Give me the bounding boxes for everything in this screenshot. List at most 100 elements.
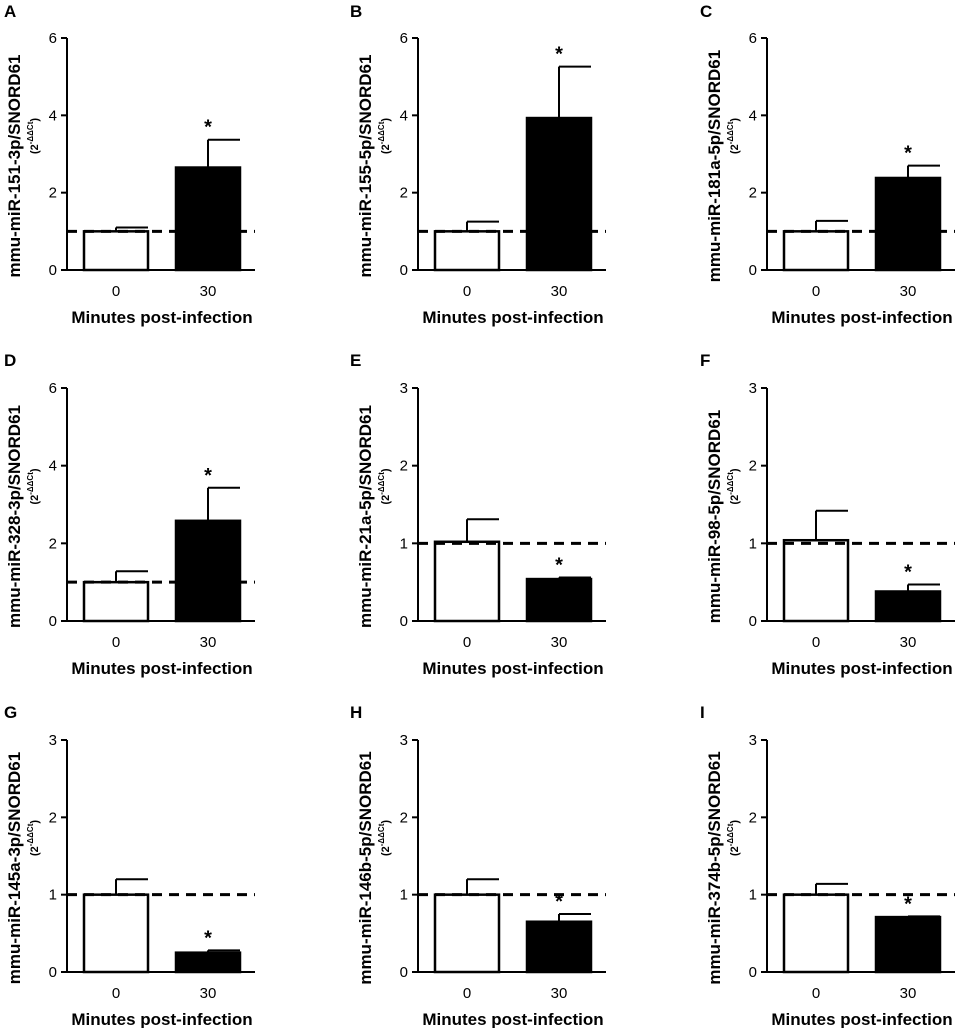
y-axis-label: mmu-miR-21a-5p/SNORD61 <box>356 405 375 628</box>
y-axis-unit-label: (2-ΔΔCt) <box>377 468 392 504</box>
y-axis-unit-label: (2-ΔΔCt) <box>377 820 392 856</box>
bar-0 <box>82 580 150 623</box>
y-axis-unit-label: (2-ΔΔCt) <box>377 118 392 154</box>
y-axis-unit-label: (2-ΔΔCt) <box>26 820 41 856</box>
y-tick-label: 0 <box>400 964 408 981</box>
significance-star: * <box>204 465 212 487</box>
y-tick-label: 0 <box>400 262 408 279</box>
bar-30 <box>874 590 942 623</box>
x-tick-label: 30 <box>200 283 217 300</box>
y-tick-label: 2 <box>49 535 57 552</box>
x-tick-label: 0 <box>112 634 120 651</box>
bar-30 <box>525 116 593 272</box>
panel-a: A 0 2 4 6 0 30 * Minutes post-infection mmu-miR-1… <box>4 2 255 327</box>
x-axis-label: Minutes post-infection <box>422 308 603 327</box>
x-tick-label: 0 <box>463 985 471 1002</box>
x-axis-label: Minutes post-infection <box>771 308 952 327</box>
y-axis-label: mmu-miR-151-3p/SNORD61 <box>5 55 24 278</box>
y-tick-label: 4 <box>49 458 57 475</box>
y-axis-unit-label: (2-ΔΔCt) <box>26 118 41 154</box>
x-tick-label: 30 <box>551 283 568 300</box>
x-axis-label: Minutes post-infection <box>422 659 603 678</box>
y-tick-label: 3 <box>749 380 757 397</box>
y-axis-unit-label: (2-ΔΔCt) <box>726 820 741 856</box>
bar-0 <box>782 538 850 623</box>
y-tick-label: 0 <box>749 262 757 279</box>
y-tick-label: 0 <box>749 613 757 630</box>
bar-0 <box>433 540 501 623</box>
y-tick-label: 0 <box>49 613 57 630</box>
y-axis-unit-label: (2-ΔΔCt) <box>26 468 41 504</box>
y-tick-label: 1 <box>49 887 57 904</box>
panel-letter: F <box>700 351 710 370</box>
bar-0 <box>82 893 150 974</box>
y-tick-label: 2 <box>400 185 408 202</box>
y-tick-label: 1 <box>749 535 757 552</box>
significance-star: * <box>555 555 563 577</box>
x-axis-label: Minutes post-infection <box>71 1010 252 1028</box>
bar-30 <box>525 577 593 623</box>
y-axis-label: mmu-miR-155-5p/SNORD61 <box>356 55 375 278</box>
panel-letter: D <box>4 351 16 370</box>
y-tick-label: 2 <box>749 185 757 202</box>
y-tick-label: 4 <box>49 107 57 124</box>
bar-30 <box>525 920 593 974</box>
y-tick-label: 0 <box>400 613 408 630</box>
bar-0 <box>433 893 501 974</box>
y-tick-label: 6 <box>49 30 57 47</box>
bar-0 <box>82 230 150 272</box>
panel-letter: B <box>350 2 362 21</box>
y-tick-label: 6 <box>400 30 408 47</box>
y-axis-label: mmu-miR-98-5p/SNORD61 <box>705 410 724 624</box>
x-tick-label: 0 <box>112 985 120 1002</box>
x-tick-label: 30 <box>900 634 917 651</box>
panel-letter: E <box>350 351 361 370</box>
x-axis-label: Minutes post-infection <box>771 659 952 678</box>
y-tick-label: 0 <box>49 964 57 981</box>
panel-letter: G <box>4 703 17 722</box>
x-tick-label: 0 <box>463 283 471 300</box>
bar-30 <box>174 166 242 272</box>
y-tick-label: 1 <box>749 887 757 904</box>
y-tick-label: 1 <box>400 535 408 552</box>
y-tick-label: 2 <box>749 458 757 475</box>
y-axis-label: mmu-miR-328-3p/SNORD61 <box>5 405 24 628</box>
x-tick-label: 30 <box>200 634 217 651</box>
y-axis-label: mmu-miR-145a-3p/SNORD61 <box>5 752 24 984</box>
y-tick-label: 3 <box>749 732 757 749</box>
x-tick-label: 30 <box>900 283 917 300</box>
panel-letter: A <box>4 2 16 21</box>
y-tick-label: 4 <box>749 107 757 124</box>
x-tick-label: 30 <box>200 985 217 1002</box>
bar-30 <box>174 519 242 623</box>
x-axis-label: Minutes post-infection <box>71 659 252 678</box>
bar-0 <box>433 230 501 272</box>
y-tick-label: 6 <box>749 30 757 47</box>
bar-0 <box>782 230 850 272</box>
y-axis-label: mmu-miR-181a-5p/SNORD61 <box>705 50 724 282</box>
x-tick-label: 0 <box>812 283 820 300</box>
y-axis-label: mmu-miR-146b-5p/SNORD61 <box>356 751 375 984</box>
y-tick-label: 1 <box>400 887 408 904</box>
panel-letter: I <box>700 703 705 722</box>
significance-star: * <box>555 44 563 66</box>
y-tick-label: 2 <box>400 809 408 826</box>
y-tick-label: 4 <box>400 107 408 124</box>
x-axis-label: Minutes post-infection <box>771 1010 952 1028</box>
panel-b: B 0 2 4 6 0 30 * Minutes post-infection mmu-miR-1… <box>350 2 606 327</box>
x-tick-label: 30 <box>900 985 917 1002</box>
significance-star: * <box>204 117 212 139</box>
y-axis-unit-label: (2-ΔΔCt) <box>726 118 741 154</box>
x-axis-label: Minutes post-infection <box>422 1010 603 1028</box>
y-tick-label: 2 <box>400 458 408 475</box>
bar-30 <box>874 176 942 272</box>
y-tick-label: 0 <box>749 964 757 981</box>
y-axis-label: mmu-miR-374b-5p/SNORD61 <box>705 751 724 984</box>
x-tick-label: 0 <box>463 634 471 651</box>
y-tick-label: 3 <box>400 380 408 397</box>
y-tick-label: 3 <box>400 732 408 749</box>
